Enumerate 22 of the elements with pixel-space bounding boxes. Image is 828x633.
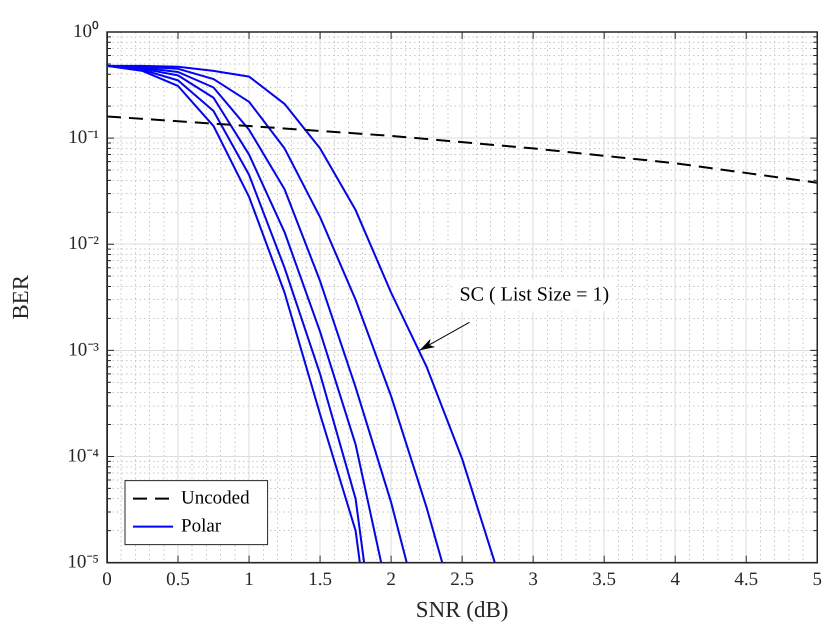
x-tick-label: 5 xyxy=(812,568,822,590)
x-tick-label: 1.5 xyxy=(308,568,332,590)
x-tick-label: 0.5 xyxy=(166,568,190,590)
x-tick-label: 1 xyxy=(244,568,254,590)
x-tick-label: 2.5 xyxy=(450,568,474,590)
x-tick-label: 0 xyxy=(102,568,112,590)
legend-label: Polar xyxy=(181,516,222,537)
y-tick-label: 10⁻² xyxy=(68,233,100,254)
y-axis-title: BER xyxy=(8,274,33,320)
y-tick-label: 10⁰ xyxy=(73,20,99,42)
y-tick-label: 10⁻⁴ xyxy=(67,445,100,466)
x-tick-label: 4.5 xyxy=(734,568,758,590)
legend-label: Uncoded xyxy=(181,488,250,509)
annotation: SC ( List Size = 1) xyxy=(460,284,610,306)
x-axis-title: SNR (dB) xyxy=(416,597,508,622)
y-tick-label: 10⁻¹ xyxy=(68,127,100,148)
x-tick-label: 4 xyxy=(670,568,680,590)
y-tick-label: 10⁻⁵ xyxy=(67,552,99,573)
x-tick-label: 2 xyxy=(386,568,396,590)
y-tick-label: 10⁻³ xyxy=(68,339,100,360)
x-tick-label: 3 xyxy=(528,568,538,590)
x-tick-label: 3.5 xyxy=(592,568,616,590)
